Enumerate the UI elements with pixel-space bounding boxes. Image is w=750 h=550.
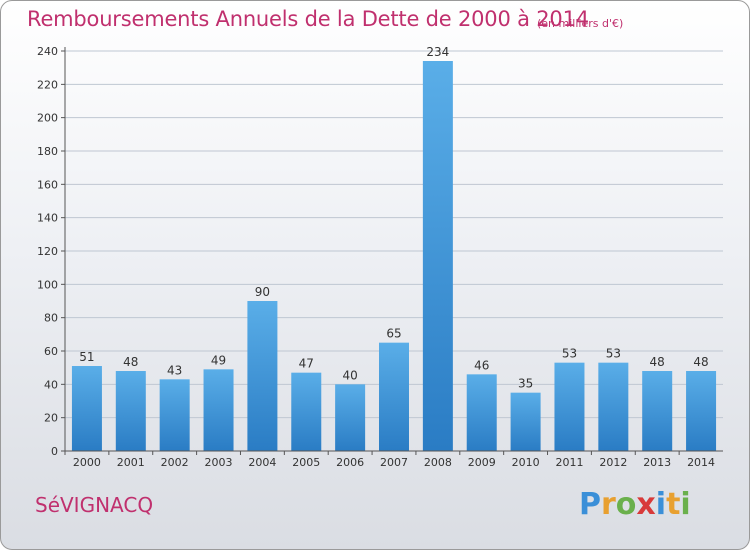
logo-letter: i xyxy=(680,487,691,522)
logo-letter: P xyxy=(579,487,601,522)
y-tick-label: 200 xyxy=(37,112,58,125)
bar-value-label: 53 xyxy=(606,347,621,361)
y-tick-label: 220 xyxy=(37,78,58,91)
logo-letter: t xyxy=(666,487,681,522)
bar-value-label: 48 xyxy=(650,355,665,369)
y-tick-label: 140 xyxy=(37,212,58,225)
x-tick-label: 2005 xyxy=(292,456,320,469)
bar-2010 xyxy=(510,392,541,451)
y-tick-label: 160 xyxy=(37,178,58,191)
x-tick-label: 2007 xyxy=(380,456,408,469)
bar-value-label: 35 xyxy=(518,377,533,391)
proxiti-logo: Proxiti xyxy=(579,487,691,522)
bar-2003 xyxy=(203,369,234,451)
bar-value-label: 48 xyxy=(693,355,708,369)
bar-2007 xyxy=(379,342,409,451)
x-tick-label: 2002 xyxy=(161,456,189,469)
x-tick-label: 2014 xyxy=(687,456,715,469)
bar-2005 xyxy=(291,372,322,451)
bar-2004 xyxy=(247,301,278,451)
bar-2011 xyxy=(554,362,585,451)
bar-value-label: 234 xyxy=(426,45,449,59)
x-tick-label: 2000 xyxy=(73,456,101,469)
y-tick-label: 180 xyxy=(37,145,58,158)
bar-value-label: 65 xyxy=(386,327,401,341)
chart-unit: (en milliers d'€) xyxy=(537,17,624,30)
axis-layer: 0 20 40 60 80 100 120 140 160 180 200 220 240 2000 200… xyxy=(37,45,723,469)
bar-value-label: 90 xyxy=(255,285,270,299)
logo-letter: x xyxy=(636,487,656,522)
bar-value-label: 53 xyxy=(562,347,577,361)
y-tick-label: 240 xyxy=(37,45,58,58)
bar-value-label: 51 xyxy=(79,350,94,364)
logo-letter: o xyxy=(615,487,637,522)
y-tick-label: 80 xyxy=(44,312,58,325)
logo-letter: r xyxy=(601,487,616,522)
x-tick-label: 2004 xyxy=(248,456,276,469)
bar-2014 xyxy=(686,371,717,451)
x-tick-label: 2009 xyxy=(468,456,496,469)
bar-value-label: 43 xyxy=(167,363,182,377)
x-tick-label: 2006 xyxy=(336,456,364,469)
bar-2009 xyxy=(466,374,497,451)
x-tick-label: 2003 xyxy=(205,456,233,469)
y-tick-label: 40 xyxy=(44,378,58,391)
x-tick-label: 2013 xyxy=(643,456,671,469)
logo-letter: i xyxy=(655,487,667,522)
x-tick-label: 2012 xyxy=(599,456,627,469)
x-tick-label: 2001 xyxy=(117,456,145,469)
y-tick-label: 100 xyxy=(37,278,58,291)
bar-2008 xyxy=(422,61,453,451)
y-tick-label: 120 xyxy=(37,245,58,258)
bar-2013 xyxy=(642,371,673,451)
bar-value-label: 46 xyxy=(474,358,489,372)
commune-name: SéVIGNACQ xyxy=(35,493,154,517)
bar-2002 xyxy=(159,379,190,451)
bar-value-label: 47 xyxy=(299,357,314,371)
bar-2001 xyxy=(115,371,146,451)
y-tick-label: 60 xyxy=(44,345,58,358)
bar-2006 xyxy=(335,384,366,451)
bars-layer: 51 48 43 49 90 47 40 65 234 46 35 53 53 48 48 xyxy=(71,45,717,451)
bar-value-label: 49 xyxy=(211,353,226,367)
y-tick-label: 0 xyxy=(51,445,58,458)
x-tick-label: 2010 xyxy=(512,456,540,469)
chart-title: Remboursements Annuels de la Dette de 20… xyxy=(27,7,589,31)
bar-2000 xyxy=(71,366,102,451)
x-tick-label: 2008 xyxy=(424,456,452,469)
bar-2012 xyxy=(598,362,629,451)
x-tick-label: 2011 xyxy=(555,456,583,469)
bar-value-label: 48 xyxy=(123,355,138,369)
y-tick-label: 20 xyxy=(44,412,58,425)
bar-value-label: 40 xyxy=(342,368,357,382)
